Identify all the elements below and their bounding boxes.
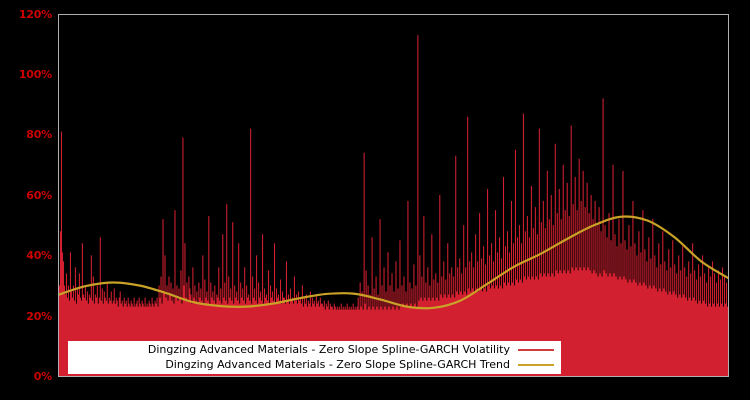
ytick-label-20: 20% [26, 310, 52, 323]
trend-line-series [57, 215, 730, 310]
legend-entry-volatility[interactable]: Dingzing Advanced Materials - Zero Slope… [69, 342, 560, 357]
plot-axes-frame [58, 14, 729, 377]
ytick-label-0: 0% [33, 370, 52, 383]
ytick-label-100: 100% [18, 68, 52, 81]
legend-label-trend: Dingzing Advanced Materials - Zero Slope… [165, 358, 510, 371]
ytick-label-80: 80% [26, 128, 52, 141]
ytick-label-120: 120% [18, 8, 52, 21]
legend-entry-trend[interactable]: Dingzing Advanced Materials - Zero Slope… [69, 357, 560, 372]
legend-swatch-trend [518, 363, 554, 366]
ytick-label-60: 60% [26, 189, 52, 202]
legend-label-volatility: Dingzing Advanced Materials - Zero Slope… [147, 343, 510, 356]
ytick-label-40: 40% [26, 249, 52, 262]
chart-legend: Dingzing Advanced Materials - Zero Slope… [68, 341, 561, 374]
legend-swatch-volatility [518, 348, 554, 351]
